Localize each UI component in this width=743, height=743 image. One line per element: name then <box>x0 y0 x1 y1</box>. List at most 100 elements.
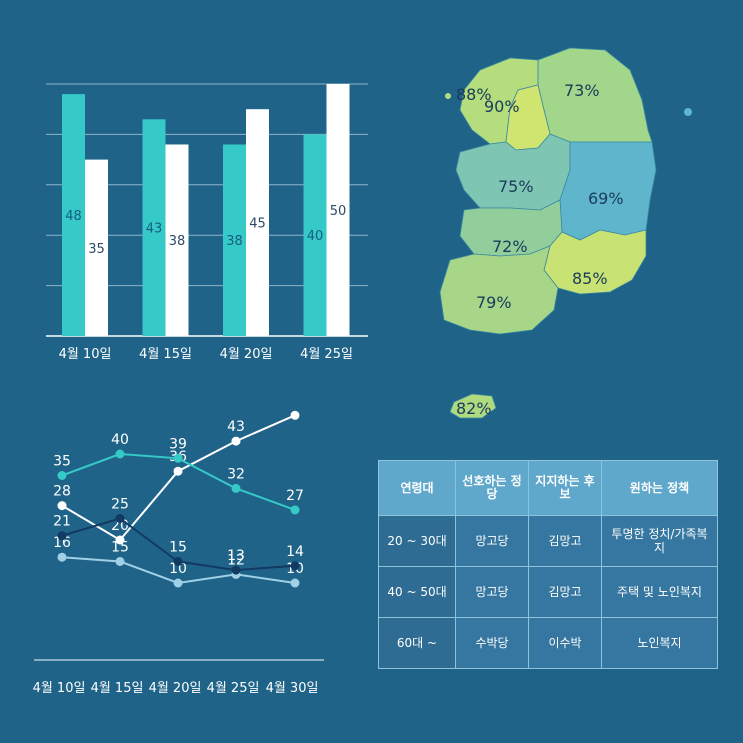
line-point <box>173 453 183 463</box>
table-header-cell: 원하는 정책 <box>601 460 718 516</box>
voter-table: 연령대 선호하는 정당 지지하는 후보 원하는 정책 20 ~ 30대 망고당 … <box>378 460 718 669</box>
line-value-label: 12 <box>227 552 245 568</box>
map-label-jeonnam: 79% <box>476 293 512 312</box>
map-region-jeju <box>449 393 497 419</box>
line-point <box>290 505 300 515</box>
bar <box>165 144 189 336</box>
map-label-chungcheong: 75% <box>498 177 534 196</box>
table-cell: 망고당 <box>455 515 529 567</box>
map-label-gyeongbuk: 69% <box>588 189 624 208</box>
line-value-label: 43 <box>227 419 245 435</box>
line-value-label: 10 <box>169 561 187 577</box>
table-cell: 노인복지 <box>601 617 718 669</box>
table-cell: 20 ~ 30대 <box>378 515 456 567</box>
line-value-label: 15 <box>111 540 129 556</box>
map-region-jeonnam <box>439 245 559 335</box>
line-point <box>57 531 67 541</box>
line-point <box>57 471 67 480</box>
line-point <box>173 466 183 476</box>
line-point <box>231 565 241 575</box>
bar-x-tick-label: 4월 20일 <box>220 347 273 362</box>
line-x-tick-label: 4월 10일 <box>33 681 86 696</box>
line-point <box>57 501 67 511</box>
map-label-jeju: 82% <box>456 399 492 418</box>
line-point <box>115 535 125 545</box>
bar-value-label: 48 <box>65 209 82 224</box>
table-cell: 이수박 <box>528 617 602 669</box>
line-value-label: 15 <box>169 540 187 556</box>
table-cell: 망고당 <box>455 566 529 618</box>
bar-x-tick-label: 4월 10일 <box>59 347 112 362</box>
map-label-gyeonggi-west: 88% <box>456 85 492 104</box>
map-island-ulleung <box>684 108 692 116</box>
table-header-cell: 선호하는 정당 <box>455 460 529 516</box>
korea-map: 88% 90% 73% 75% 69% 72% 85% 79% 82% <box>420 30 720 430</box>
line-point <box>231 483 241 493</box>
table-row: 40 ~ 50대 망고당 김망고 주택 및 노인복지 <box>378 566 718 618</box>
table-cell: 60대 ~ <box>378 617 456 669</box>
line-value-label: 25 <box>111 497 129 513</box>
table-cell: 주택 및 노인복지 <box>601 566 718 618</box>
bar <box>62 94 85 336</box>
table-header-cell: 연령대 <box>378 460 456 516</box>
line-point <box>115 514 125 523</box>
line-x-tick-label: 4월 20일 <box>149 681 202 696</box>
map-label-jeonbuk: 72% <box>492 237 528 256</box>
map-label-seoul: 90% <box>484 97 520 116</box>
line-point <box>290 578 300 588</box>
table-header-cell: 지지하는 후보 <box>528 460 602 516</box>
bar-value-label: 43 <box>146 222 163 237</box>
bar-value-label: 38 <box>169 234 186 249</box>
voter-table-grid: 연령대 선호하는 정당 지지하는 후보 원하는 정책 20 ~ 30대 망고당 … <box>378 460 718 669</box>
bar-chart-svg: 48 35 43 38 38 45 40 50 4월 10일 4월 15일 4월 20일 4월 25… <box>46 83 368 362</box>
line-point <box>290 561 300 571</box>
line-chart-svg: 2820364349354039322716151012102125151314… <box>33 393 324 696</box>
map-island-west <box>445 93 451 99</box>
line-value-label: 39 <box>169 436 187 452</box>
bar <box>246 109 269 336</box>
map-label-gangwon: 73% <box>564 81 600 100</box>
bar-value-label: 40 <box>307 229 324 244</box>
table-row: 60대 ~ 수박당 이수박 노인복지 <box>378 617 718 669</box>
line-x-tick-label: 4월 25일 <box>207 681 260 696</box>
line-point <box>173 557 183 566</box>
table-header-row: 연령대 선호하는 정당 지지하는 후보 원하는 정책 <box>378 460 718 516</box>
bar <box>223 144 246 336</box>
line-value-label: 27 <box>286 488 304 504</box>
line-x-tick-label: 4월 15일 <box>91 681 144 696</box>
bar-value-label: 38 <box>226 234 243 249</box>
table-cell: 김망고 <box>528 515 602 567</box>
line-value-label: 13 <box>227 548 245 564</box>
line-point <box>57 552 67 562</box>
line-point <box>173 578 183 588</box>
table-cell: 김망고 <box>528 566 602 618</box>
bar <box>326 84 350 336</box>
line-value-label: 14 <box>286 544 304 560</box>
table-row: 20 ~ 30대 망고당 김망고 투명한 정치/가족복지 <box>378 515 718 567</box>
bar <box>85 159 108 336</box>
bar-chart: 48 35 43 38 38 45 40 50 4월 10일 4월 15일 4월 20일 4월 25… <box>0 0 380 380</box>
table-cell: 40 ~ 50대 <box>378 566 456 618</box>
line-point <box>115 557 125 566</box>
bar-value-label: 50 <box>330 204 347 219</box>
line-value-label: 32 <box>227 466 245 482</box>
bar-value-label: 45 <box>249 217 266 232</box>
line-chart: 2820364349354039322716151012102125151314… <box>0 393 360 730</box>
line-point <box>115 449 125 459</box>
line-value-label: 35 <box>53 454 71 470</box>
line-value-label: 28 <box>53 484 71 500</box>
map-label-gyeongnam: 85% <box>572 269 608 288</box>
line-x-tick-label: 4월 30일 <box>266 681 319 696</box>
bar-x-tick-label: 4월 15일 <box>139 347 192 362</box>
line-series <box>61 414 296 542</box>
table-cell: 투명한 정치/가족복지 <box>601 515 718 567</box>
line-point <box>231 436 241 446</box>
table-cell: 수박당 <box>455 617 529 669</box>
bar-value-label: 35 <box>88 242 105 257</box>
korea-map-svg: 88% 90% 73% 75% 69% 72% 85% 79% 82% <box>439 47 692 419</box>
line-point <box>290 410 300 420</box>
line-value-label: 21 <box>53 514 71 530</box>
bar-x-tick-label: 4월 25일 <box>300 347 353 362</box>
bar <box>142 119 166 336</box>
line-value-label: 40 <box>111 432 129 448</box>
